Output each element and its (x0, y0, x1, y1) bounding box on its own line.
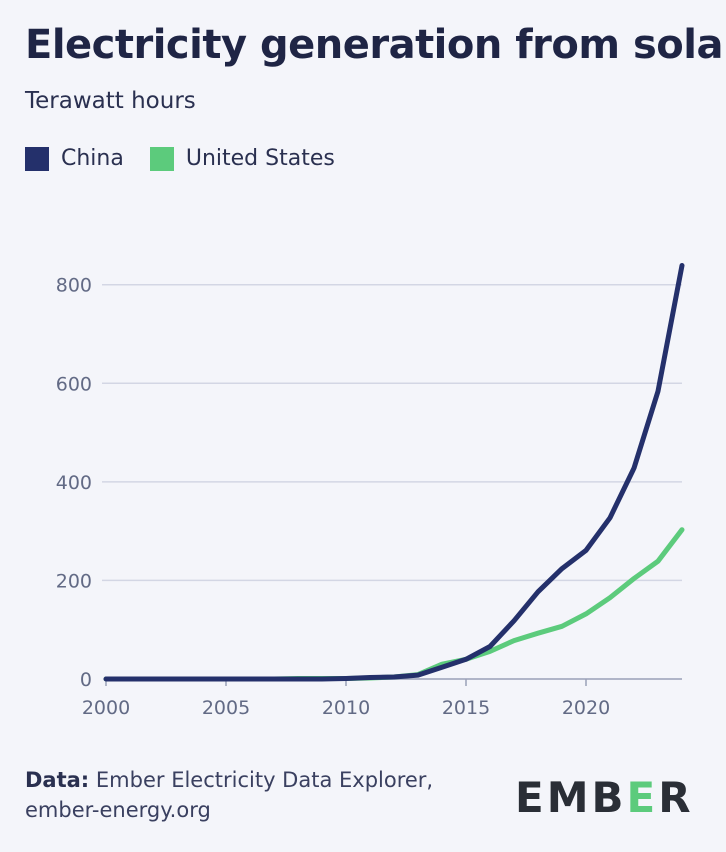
series-line-china (103, 263, 685, 682)
x-tick-label-2015: 2015 (442, 697, 490, 719)
footer-url: ember-energy.org (25, 798, 211, 822)
legend-swatch-united-states (149, 146, 174, 171)
footer-source-line: Data: Ember Electricity Data Explorer, (25, 765, 433, 795)
series-line-united-states (103, 527, 685, 682)
x-tick-label-2010: 2010 (322, 697, 370, 719)
y-tick-label-200: 200 (56, 570, 92, 592)
legend-swatch-china (25, 146, 49, 171)
x-tick-label-2000: 2000 (82, 697, 130, 719)
y-tick-label-0: 0 (80, 669, 92, 691)
legend: China United States (25, 146, 361, 171)
chart-subtitle: Terawatt hours (25, 88, 196, 114)
legend-item-united-states: United States (149, 146, 335, 171)
x-tick-label-2005: 2005 (202, 697, 250, 719)
y-tick-label-600: 600 (56, 373, 92, 395)
logo-part-1: EMB (515, 773, 627, 822)
legend-label-united-states: United States (185, 146, 335, 171)
line-chart: 0 200 400 600 800 2000 2005 2010 2015 2020 (56, 263, 685, 719)
x-tick-label-2020: 2020 (562, 697, 610, 719)
y-tick-label-400: 400 (56, 472, 92, 494)
legend-label-china: China (61, 146, 124, 171)
ember-logo: EMBER (515, 773, 694, 822)
footer-source: Ember Electricity Data Explorer, (95, 768, 434, 792)
chart-title: Electricity generation from solar (25, 22, 726, 68)
legend-item-china: China (25, 146, 124, 171)
footer-data-label: Data: (25, 768, 90, 792)
logo-part-2: E (626, 773, 659, 822)
logo-part-3: R (658, 773, 694, 822)
footer: Data: Ember Electricity Data Explorer, e… (25, 765, 433, 825)
y-tick-label-800: 800 (56, 275, 92, 297)
